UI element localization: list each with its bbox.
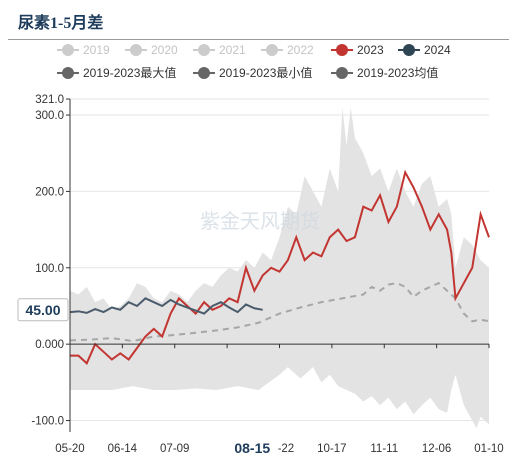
y-highlight-label: 45.00 — [25, 302, 60, 318]
watermark-text: 紫金天风期货 — [200, 209, 320, 233]
legend-label: 2019 — [83, 43, 110, 57]
legend-item[interactable]: 2023 — [331, 43, 384, 57]
legend[interactable]: 2019 2020 2021 2022 2023 2024 2019-2023最大值 2019… — [57, 43, 451, 80]
x-tick-label: 11-11 — [370, 443, 398, 455]
y-tick-label: 321.0 — [35, 94, 64, 106]
series-2023-line — [70, 169, 490, 365]
legend-label: 2021 — [219, 43, 246, 57]
x-tick-label: 05-20 — [55, 443, 84, 455]
highlight-markers: 08-15 45.00 — [17, 298, 279, 458]
series-mean-line — [69, 281, 490, 343]
legend-item[interactable]: 2021 — [193, 43, 246, 57]
legend-label: 2024 — [424, 43, 451, 57]
legend-label: 2019-2023均值 — [357, 65, 438, 80]
legend-marker-icon — [336, 67, 348, 79]
x-tick-label: 01-10 — [474, 443, 503, 455]
legend-marker-icon — [336, 44, 348, 56]
y-tick-label: 200.0 — [35, 186, 64, 198]
legend-label: 2023 — [357, 43, 384, 57]
legend-marker-icon — [266, 44, 278, 56]
legend-marker-icon — [198, 44, 210, 56]
x-highlight-box — [226, 438, 279, 458]
x-highlight-label: 08-15 — [234, 440, 270, 456]
axes: -100.0 0.000 100.0 200.0 300.0 321.0 05-20 06-1… — [31, 94, 503, 455]
x-tick-label: 12-06 — [422, 443, 451, 455]
legend-item[interactable]: 2020 — [125, 43, 178, 57]
legend-item[interactable]: 2019-2023最小值 — [193, 65, 312, 80]
y-highlight-box — [17, 298, 69, 322]
series-2024-line — [69, 297, 263, 315]
legend-item[interactable]: 2022 — [261, 43, 314, 57]
y-tick-label: -100.0 — [31, 416, 64, 428]
y-tick-label: 0.000 — [35, 339, 64, 351]
legend-label: 2022 — [287, 43, 314, 57]
legend-marker-icon — [130, 44, 142, 56]
grid-lines — [70, 98, 489, 422]
legend-marker-icon — [62, 44, 74, 56]
x-tick-label: 10-17 — [317, 443, 346, 455]
chart-title: 尿素1-5月差 — [18, 15, 104, 32]
legend-label: 2020 — [151, 43, 178, 57]
legend-item[interactable]: 2024 — [398, 43, 451, 57]
legend-item[interactable]: 2019 — [57, 43, 110, 57]
legend-marker-icon — [198, 67, 210, 79]
y-tick-label: 300.0 — [35, 110, 64, 122]
legend-label: 2019-2023最大值 — [83, 65, 176, 80]
y-tick-label: 100.0 — [35, 263, 64, 275]
series-lines — [69, 169, 490, 365]
legend-item[interactable]: 2019-2023均值 — [331, 65, 438, 80]
title-divider — [8, 39, 509, 40]
legend-marker-icon — [403, 44, 415, 56]
legend-label: 2019-2023最小值 — [219, 65, 312, 80]
legend-marker-icon — [62, 67, 74, 79]
x-tick-label: 06-14 — [108, 443, 138, 455]
legend-item[interactable]: 2019-2023最大值 — [57, 65, 176, 80]
x-tick-label: 07-09 — [160, 443, 189, 455]
